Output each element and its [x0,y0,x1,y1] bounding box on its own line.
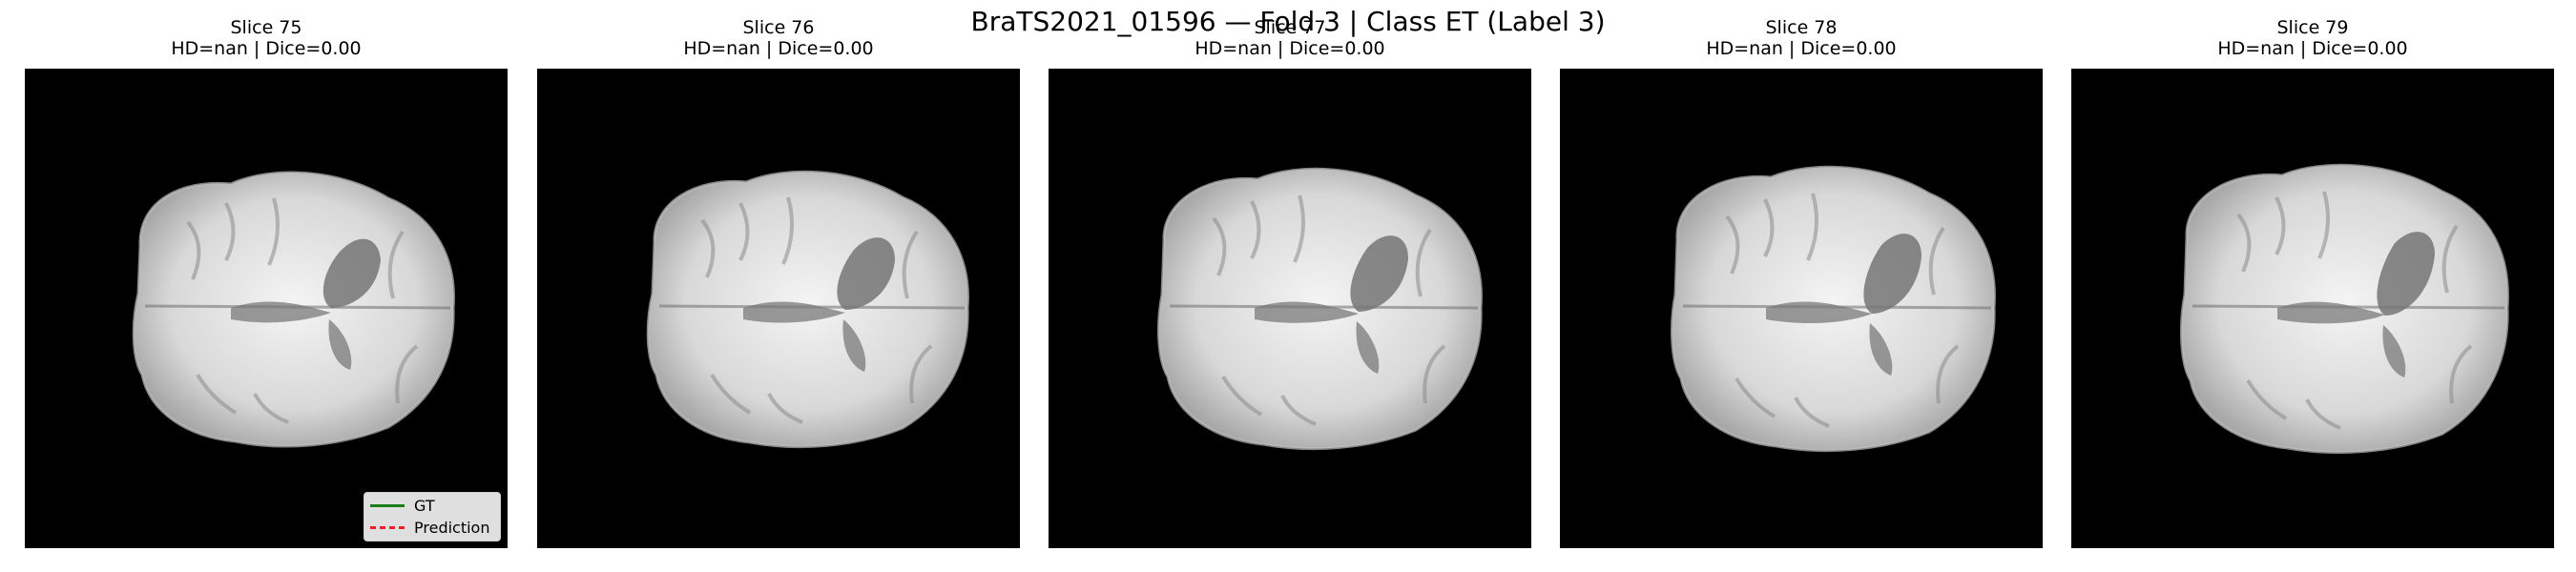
prediction-line-icon [370,525,405,529]
slice-label: Slice 75 [230,17,302,38]
slice-metrics: HD=nan | Dice=0.00 [1195,38,1385,59]
slice-label: Slice 76 [742,17,815,38]
slice-metrics: HD=nan | Dice=0.00 [171,38,362,59]
mri-slice-image [1049,69,1531,548]
slice-panel: Slice 77 HD=nan | Dice=0.00 [1049,17,1531,548]
panel-title: Slice 77 HD=nan | Dice=0.00 [1049,17,1531,59]
slice-panel: Slice 75 HD=nan | Dice=0.00 GT [25,17,508,548]
slice-panel: Slice 76 HD=nan | Dice=0.00 [537,17,1020,548]
mri-slice-image: GT Prediction [25,69,508,548]
gt-line-icon [370,503,405,507]
panel-title: Slice 78 HD=nan | Dice=0.00 [1560,17,2043,59]
mri-slice-image [2071,69,2554,548]
panel-title: Slice 79 HD=nan | Dice=0.00 [2071,17,2554,59]
slice-metrics: HD=nan | Dice=0.00 [2217,38,2408,59]
mri-slice-image [537,69,1020,548]
legend-gt: GT [370,496,435,515]
slice-label: Slice 78 [1765,17,1838,38]
figure-title: BraTS2021_01596 — Fold 3 | Class ET (Lab… [970,6,1606,37]
panel-title: Slice 76 HD=nan | Dice=0.00 [537,17,1020,59]
slice-panel: Slice 78 HD=nan | Dice=0.00 [1560,17,2043,548]
mri-slice-image [1560,69,2043,548]
slice-panel: Slice 79 HD=nan | Dice=0.00 [2071,17,2554,548]
slice-label: Slice 77 [1254,17,1326,38]
legend-prediction: Prediction [370,518,489,537]
slice-metrics: HD=nan | Dice=0.00 [1706,38,1897,59]
slice-label: Slice 79 [2276,17,2349,38]
slice-metrics: HD=nan | Dice=0.00 [683,38,874,59]
panel-title: Slice 75 HD=nan | Dice=0.00 [25,17,508,59]
legend: GT Prediction [364,492,501,541]
